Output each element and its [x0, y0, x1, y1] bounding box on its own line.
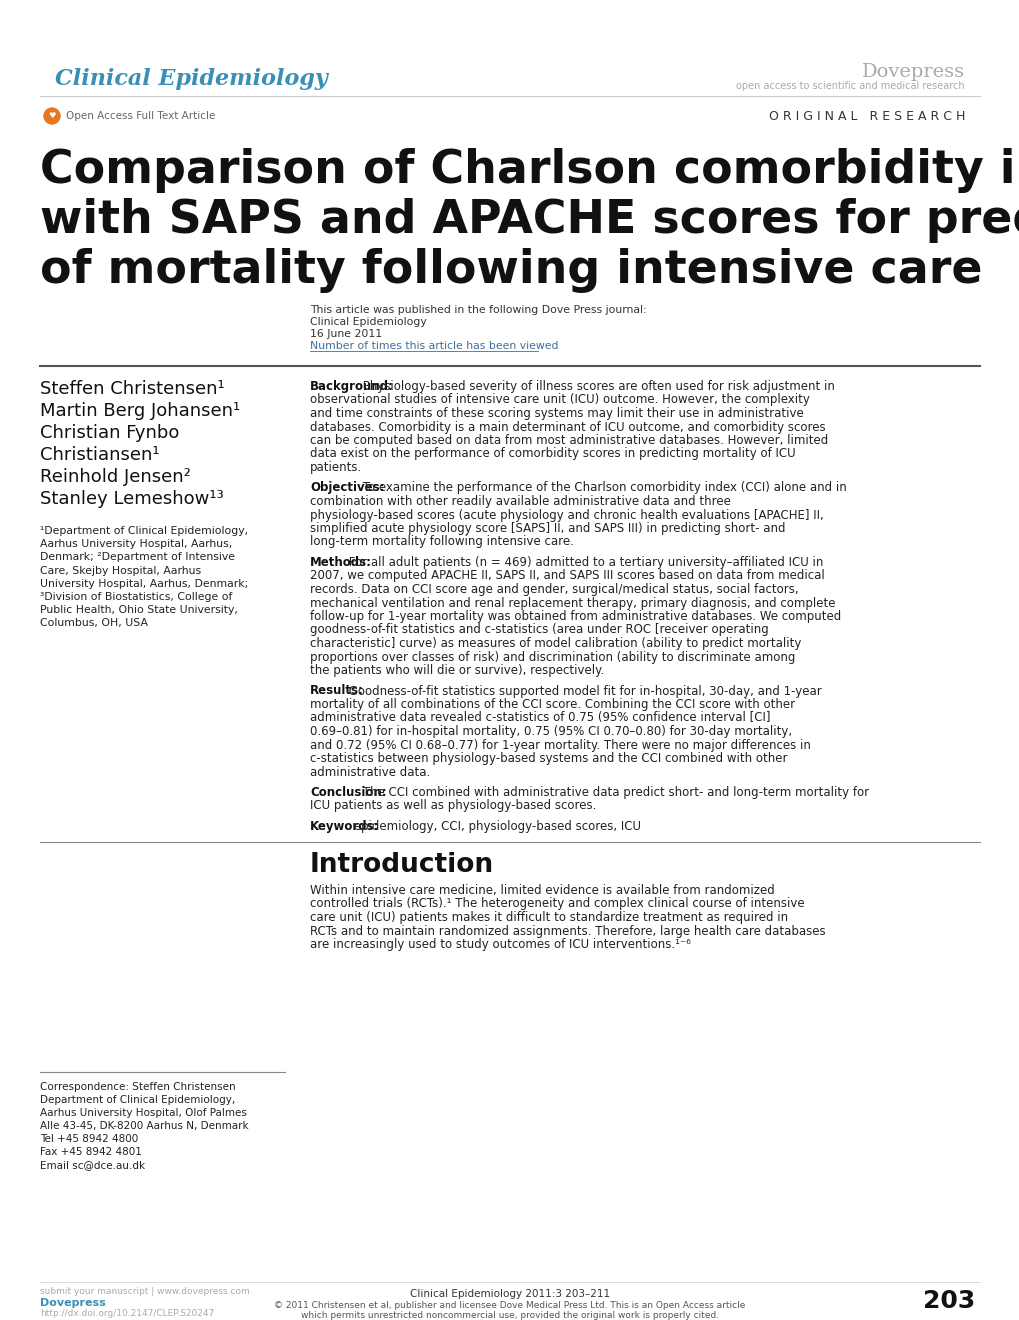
Text: Introduction: Introduction [310, 851, 493, 878]
Text: Care, Skejby Hospital, Aarhus: Care, Skejby Hospital, Aarhus [40, 565, 201, 576]
Text: c-statistics between physiology-based systems and the CCI combined with other: c-statistics between physiology-based sy… [310, 752, 787, 766]
Text: Background:: Background: [310, 380, 393, 393]
Text: administrative data revealed c-statistics of 0.75 (95% confidence interval [CI]: administrative data revealed c-statistic… [310, 711, 769, 725]
Text: Results:: Results: [310, 685, 364, 697]
Circle shape [44, 108, 60, 124]
Text: Number of times this article has been viewed: Number of times this article has been vi… [310, 341, 558, 351]
Text: submit your manuscript | www.dovepress.com: submit your manuscript | www.dovepress.c… [40, 1287, 250, 1296]
Text: open access to scientific and medical research: open access to scientific and medical re… [736, 81, 964, 91]
Text: 2007, we computed APACHE II, SAPS II, and SAPS III scores based on data from med: 2007, we computed APACHE II, SAPS II, an… [310, 569, 824, 582]
Text: mechanical ventilation and renal replacement therapy, primary diagnosis, and com: mechanical ventilation and renal replace… [310, 597, 835, 610]
Text: 203: 203 [922, 1290, 974, 1313]
Text: Steffen Christensen¹: Steffen Christensen¹ [40, 380, 224, 399]
Text: Fax +45 8942 4801: Fax +45 8942 4801 [40, 1147, 142, 1158]
Text: can be computed based on data from most administrative databases. However, limit: can be computed based on data from most … [310, 434, 827, 447]
Text: Methods:: Methods: [310, 556, 372, 569]
Text: Public Health, Ohio State University,: Public Health, Ohio State University, [40, 605, 237, 615]
Text: mortality of all combinations of the CCI score. Combining the CCI score with oth: mortality of all combinations of the CCI… [310, 698, 795, 711]
Text: Reinhold Jensen²: Reinhold Jensen² [40, 469, 191, 486]
Text: Clinical Epidemiology 2011:3 203–211: Clinical Epidemiology 2011:3 203–211 [410, 1290, 609, 1299]
Text: are increasingly used to study outcomes of ICU interventions.¹⁻⁶: are increasingly used to study outcomes … [310, 939, 690, 950]
Text: follow-up for 1-year mortality was obtained from administrative databases. We co: follow-up for 1-year mortality was obtai… [310, 610, 841, 623]
Text: of mortality following intensive care: of mortality following intensive care [40, 248, 981, 293]
Text: Martin Berg Johansen¹: Martin Berg Johansen¹ [40, 403, 240, 420]
Text: Columbus, OH, USA: Columbus, OH, USA [40, 618, 148, 628]
Text: This article was published in the following Dove Press journal:: This article was published in the follow… [310, 305, 646, 315]
Text: epidemiology, CCI, physiology-based scores, ICU: epidemiology, CCI, physiology-based scor… [350, 820, 640, 833]
Text: Physiology-based severity of illness scores are often used for risk adjustment i: Physiology-based severity of illness sco… [359, 380, 834, 393]
Text: combination with other readily available administrative data and three: combination with other readily available… [310, 495, 731, 508]
Text: For all adult patients (n = 469) admitted to a tertiary university–affiliated IC: For all adult patients (n = 469) admitte… [345, 556, 823, 569]
Text: To examine the performance of the Charlson comorbidity index (CCI) alone and in: To examine the performance of the Charls… [359, 482, 846, 495]
Text: Stanley Lemeshow¹³: Stanley Lemeshow¹³ [40, 490, 223, 508]
Text: Correspondence: Steffen Christensen: Correspondence: Steffen Christensen [40, 1082, 235, 1092]
Text: Department of Clinical Epidemiology,: Department of Clinical Epidemiology, [40, 1096, 235, 1105]
Text: RCTs and to maintain randomized assignments. Therefore, large health care databa: RCTs and to maintain randomized assignme… [310, 924, 824, 937]
Text: the patients who will die or survive), respectively.: the patients who will die or survive), r… [310, 664, 603, 677]
Text: Within intensive care medicine, limited evidence is available from randomized: Within intensive care medicine, limited … [310, 884, 774, 898]
Text: Christiansen¹: Christiansen¹ [40, 446, 159, 465]
Text: © 2011 Christensen et al, publisher and licensee Dove Medical Press Ltd. This is: © 2011 Christensen et al, publisher and … [274, 1302, 745, 1309]
Text: ¹Department of Clinical Epidemiology,: ¹Department of Clinical Epidemiology, [40, 525, 248, 536]
Text: 16 June 2011: 16 June 2011 [310, 329, 382, 339]
Text: long-term mortality following intensive care.: long-term mortality following intensive … [310, 536, 574, 549]
Text: databases. Comorbidity is a main determinant of ICU outcome, and comorbidity sco: databases. Comorbidity is a main determi… [310, 421, 824, 433]
Text: with SAPS and APACHE scores for prediction: with SAPS and APACHE scores for predicti… [40, 198, 1019, 243]
Text: Aarhus University Hospital, Aarhus,: Aarhus University Hospital, Aarhus, [40, 539, 232, 549]
Text: and time constraints of these scoring systems may limit their use in administrat: and time constraints of these scoring sy… [310, 407, 803, 420]
Text: and 0.72 (95% CI 0.68–0.77) for 1-year mortality. There were no major difference: and 0.72 (95% CI 0.68–0.77) for 1-year m… [310, 738, 810, 751]
Text: Tel +45 8942 4800: Tel +45 8942 4800 [40, 1134, 139, 1144]
Text: Aarhus University Hospital, Olof Palmes: Aarhus University Hospital, Olof Palmes [40, 1107, 247, 1118]
Text: ♥: ♥ [48, 111, 56, 120]
Text: administrative data.: administrative data. [310, 766, 430, 779]
Text: Keywords:: Keywords: [310, 820, 379, 833]
Text: observational studies of intensive care unit (ICU) outcome. However, the complex: observational studies of intensive care … [310, 393, 809, 407]
Text: Conclusion:: Conclusion: [310, 785, 386, 799]
Text: Clinical Epidemiology: Clinical Epidemiology [55, 69, 327, 90]
Text: University Hospital, Aarhus, Denmark;: University Hospital, Aarhus, Denmark; [40, 578, 248, 589]
Text: proportions over classes of risk) and discrimination (ability to discriminate am: proportions over classes of risk) and di… [310, 651, 795, 664]
Text: 0.69–0.81) for in-hospital mortality, 0.75 (95% CI 0.70–0.80) for 30-day mortali: 0.69–0.81) for in-hospital mortality, 0.… [310, 725, 792, 738]
Text: Alle 43-45, DK-8200 Aarhus N, Denmark: Alle 43-45, DK-8200 Aarhus N, Denmark [40, 1121, 249, 1131]
Text: characteristic] curve) as measures of model calibration (ability to predict mort: characteristic] curve) as measures of mo… [310, 638, 801, 649]
Text: which permits unrestricted noncommercial use, provided the original work is prop: which permits unrestricted noncommercial… [301, 1311, 718, 1320]
Text: Goodness-of-fit statistics supported model fit for in-hospital, 30-day, and 1-ye: Goodness-of-fit statistics supported mod… [345, 685, 821, 697]
Text: ICU patients as well as physiology-based scores.: ICU patients as well as physiology-based… [310, 800, 596, 813]
Text: controlled trials (RCTs).¹ The heterogeneity and complex clinical course of inte: controlled trials (RCTs).¹ The heterogen… [310, 898, 804, 911]
Text: Christian Fynbo: Christian Fynbo [40, 424, 179, 442]
Text: data exist on the performance of comorbidity scores in predicting mortality of I: data exist on the performance of comorbi… [310, 447, 795, 461]
Text: Dovepress: Dovepress [861, 63, 964, 81]
Text: physiology-based scores (acute physiology and chronic health evaluations [APACHE: physiology-based scores (acute physiolog… [310, 508, 823, 521]
Text: Email sc@dce.au.dk: Email sc@dce.au.dk [40, 1160, 145, 1170]
Text: http://dx.doi.org/10.2147/CLEP.S20247: http://dx.doi.org/10.2147/CLEP.S20247 [40, 1309, 214, 1317]
Text: Comparison of Charlson comorbidity index: Comparison of Charlson comorbidity index [40, 148, 1019, 193]
Text: ³Division of Biostatistics, College of: ³Division of Biostatistics, College of [40, 591, 232, 602]
Text: O R I G I N A L   R E S E A R C H: O R I G I N A L R E S E A R C H [768, 110, 964, 123]
Text: Denmark; ²Department of Intensive: Denmark; ²Department of Intensive [40, 552, 234, 562]
Text: Objectives:: Objectives: [310, 482, 384, 495]
Text: Dovepress: Dovepress [40, 1298, 106, 1308]
Text: goodness-of-fit statistics and c-statistics (area under ROC [receiver operating: goodness-of-fit statistics and c-statist… [310, 623, 768, 636]
Text: Open Access Full Text Article: Open Access Full Text Article [66, 111, 215, 121]
Text: care unit (ICU) patients makes it difficult to standardize treatment as required: care unit (ICU) patients makes it diffic… [310, 911, 788, 924]
Text: Clinical Epidemiology: Clinical Epidemiology [310, 317, 426, 327]
Text: records. Data on CCI score age and gender, surgical/medical status, social facto: records. Data on CCI score age and gende… [310, 583, 798, 597]
Text: simplified acute physiology score [SAPS] II, and SAPS III) in predicting short- : simplified acute physiology score [SAPS]… [310, 521, 785, 535]
Text: patients.: patients. [310, 461, 362, 474]
Text: The CCI combined with administrative data predict short- and long-term mortality: The CCI combined with administrative dat… [359, 785, 868, 799]
